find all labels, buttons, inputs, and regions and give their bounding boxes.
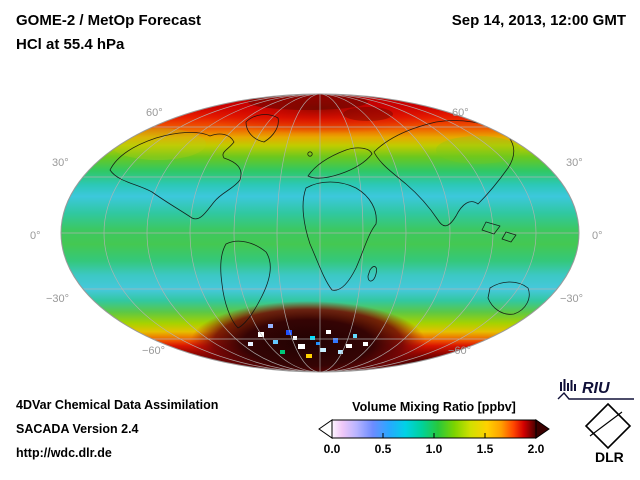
map-outline — [60, 93, 580, 373]
dlr-logo-text: DLR — [595, 449, 624, 465]
colorbar-over-arrow — [535, 419, 550, 439]
world-map — [60, 93, 580, 373]
graticule-label-30s-right: −30° — [560, 293, 584, 305]
colorbar-title: Volume Mixing Ratio [ppbv] — [352, 400, 516, 414]
colorbar: Volume Mixing Ratio [ppbv] — [318, 400, 550, 456]
map-field — [61, 94, 579, 372]
footer-assimilation: 4DVar Chemical Data Assimilation — [16, 398, 219, 412]
forecast-datetime: Sep 14, 2013, 12:00 GMT — [451, 12, 626, 29]
colorbar-tick-label: 1.5 — [476, 442, 494, 456]
colorbar-tick-label: 1.0 — [425, 442, 443, 456]
graticule-label-0-left: 0° — [30, 230, 41, 242]
colorbar-gradient — [318, 419, 550, 439]
graticule-label-60n-right: 60° — [452, 107, 469, 119]
colorbar-under-arrow — [318, 419, 333, 439]
graticule-label-30n-left: 30° — [52, 157, 69, 169]
graticule-label-60s-left: −60° — [142, 345, 166, 357]
graticule-label-0-right: 0° — [592, 230, 603, 242]
graticule-label-60s-right: −60° — [448, 345, 472, 357]
colorbar-tick-marks — [382, 433, 486, 438]
footer-url: http://wdc.dlr.de — [16, 446, 112, 460]
colorbar-tick-labels: 0.0 0.5 1.0 1.5 2.0 — [318, 442, 550, 456]
colorbar-tick-label: 2.0 — [527, 442, 545, 456]
page-subtitle: HCl at 55.4 hPa — [16, 36, 125, 53]
page-title: GOME-2 / MetOp Forecast — [16, 12, 202, 29]
graticule-label-30n-right: 30° — [566, 157, 583, 169]
dlr-logo-icon: DLR — [584, 402, 632, 465]
graticule-label-60n-left: 60° — [146, 107, 163, 119]
continent-outlines — [109, 114, 530, 329]
colorbar-tick-label: 0.0 — [323, 442, 341, 456]
riu-logo-icon: RIU — [557, 379, 634, 400]
riu-logo-text: RIU — [582, 380, 610, 397]
colorbar-tick-label: 0.5 — [374, 442, 392, 456]
footer-version: SACADA Version 2.4 — [16, 422, 139, 436]
graticule-label-30s-left: −30° — [46, 293, 70, 305]
